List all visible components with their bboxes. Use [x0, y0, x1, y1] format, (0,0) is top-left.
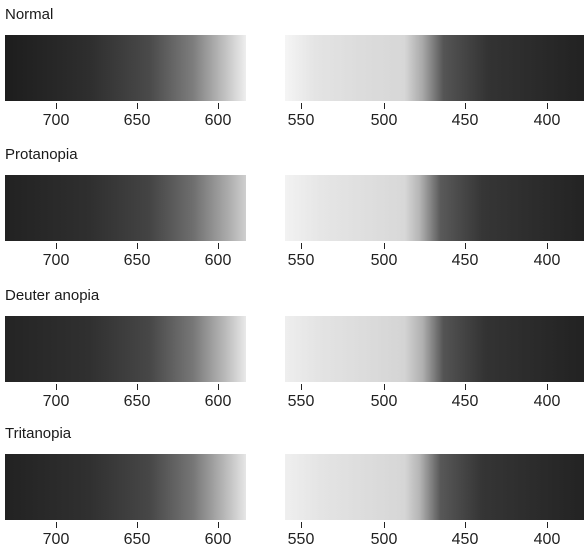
- tick-label: 500: [370, 393, 398, 410]
- tick-mark: [547, 384, 548, 390]
- tick-mark: [384, 384, 385, 390]
- tick-label: 700: [42, 393, 70, 410]
- tick-label: 600: [204, 531, 232, 548]
- tick-mark: [56, 243, 57, 249]
- tick-label: 500: [370, 112, 398, 129]
- wavelength-axis: 700 650 600 550 500 450 400: [0, 522, 584, 552]
- tick-label: 400: [533, 252, 561, 269]
- panel-title: Tritanopia: [5, 425, 72, 442]
- tick-label: 650: [123, 252, 151, 269]
- tick-mark: [301, 103, 302, 109]
- tick-label: 400: [533, 393, 561, 410]
- wavelength-axis: 700 650 600 550 500 450 400: [0, 384, 584, 414]
- tick-label: 600: [204, 112, 232, 129]
- panel-title: Deuter anopia: [5, 287, 100, 304]
- tick-mark: [384, 243, 385, 249]
- spectrum-strip: [5, 454, 584, 520]
- panel-tritanopia: Tritanopia 700 650 600 550 500 450 400: [0, 425, 584, 555]
- strip-short-wavelength-band: [285, 35, 584, 101]
- tick-mark: [465, 103, 466, 109]
- tick-label: 450: [451, 252, 479, 269]
- tick-mark: [218, 103, 219, 109]
- panel-title: Protanopia: [5, 146, 78, 163]
- tick-mark: [218, 243, 219, 249]
- tick-mark: [384, 522, 385, 528]
- panel-normal: Normal 700 650 600 550 500 450 400: [0, 6, 584, 136]
- tick-mark: [465, 522, 466, 528]
- tick-mark: [56, 103, 57, 109]
- tick-label: 700: [42, 252, 70, 269]
- tick-label: 500: [370, 531, 398, 548]
- tick-mark: [56, 384, 57, 390]
- tick-label: 700: [42, 531, 70, 548]
- panel-title: Normal: [5, 6, 54, 23]
- tick-label: 550: [287, 531, 315, 548]
- tick-label: 550: [287, 112, 315, 129]
- tick-mark: [218, 522, 219, 528]
- tick-mark: [547, 103, 548, 109]
- tick-mark: [301, 243, 302, 249]
- spectrum-strip: [5, 175, 584, 241]
- panel-protanopia: Protanopia 700 650 600 550 500 450 400: [0, 146, 584, 276]
- tick-label: 650: [123, 393, 151, 410]
- tick-label: 650: [123, 112, 151, 129]
- tick-mark: [218, 384, 219, 390]
- panel-deuteranopia: Deuter anopia 700 650 600 550 500 450 40…: [0, 287, 584, 417]
- tick-label: 400: [533, 531, 561, 548]
- strip-short-wavelength-band: [285, 454, 584, 520]
- tick-label: 700: [42, 112, 70, 129]
- tick-label: 450: [451, 531, 479, 548]
- tick-mark: [384, 103, 385, 109]
- spectrum-strip: [5, 35, 584, 101]
- tick-label: 650: [123, 531, 151, 548]
- tick-mark: [301, 522, 302, 528]
- strip-short-wavelength-band: [285, 175, 584, 241]
- strip-short-wavelength-band: [285, 316, 584, 382]
- tick-mark: [56, 522, 57, 528]
- strip-long-wavelength-band: [5, 454, 246, 520]
- spectrum-strip: [5, 316, 584, 382]
- tick-label: 550: [287, 393, 315, 410]
- tick-mark: [547, 243, 548, 249]
- tick-mark: [465, 243, 466, 249]
- tick-mark: [137, 384, 138, 390]
- strip-long-wavelength-band: [5, 175, 246, 241]
- tick-mark: [137, 243, 138, 249]
- tick-mark: [137, 522, 138, 528]
- wavelength-axis: 700 650 600 550 500 450 400: [0, 103, 584, 133]
- wavelength-axis: 700 650 600 550 500 450 400: [0, 243, 584, 273]
- tick-label: 550: [287, 252, 315, 269]
- tick-label: 600: [204, 393, 232, 410]
- tick-mark: [465, 384, 466, 390]
- tick-mark: [547, 522, 548, 528]
- tick-label: 450: [451, 393, 479, 410]
- tick-label: 600: [204, 252, 232, 269]
- strip-long-wavelength-band: [5, 316, 246, 382]
- tick-mark: [137, 103, 138, 109]
- tick-label: 400: [533, 112, 561, 129]
- tick-label: 450: [451, 112, 479, 129]
- strip-long-wavelength-band: [5, 35, 246, 101]
- tick-label: 500: [370, 252, 398, 269]
- tick-mark: [301, 384, 302, 390]
